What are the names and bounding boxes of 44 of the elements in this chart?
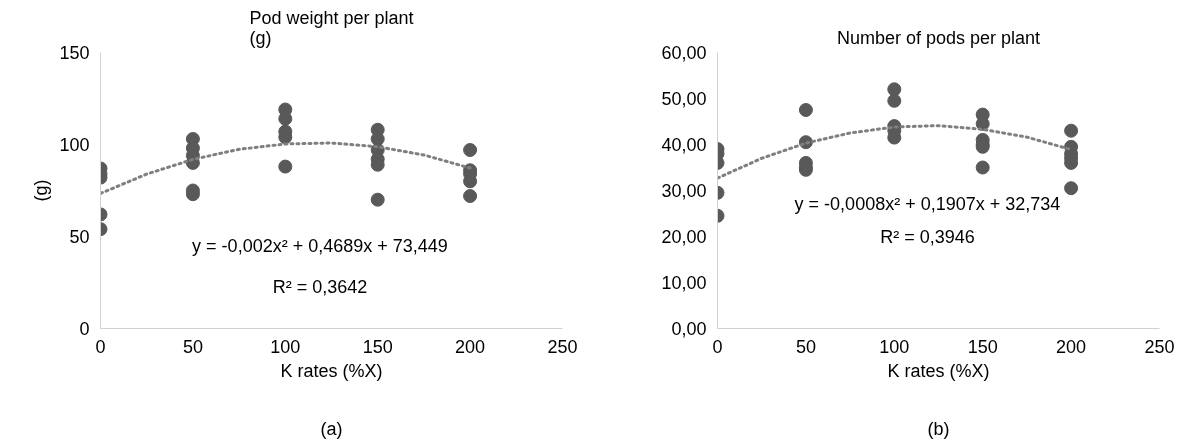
x-tick-label: 0 <box>712 336 723 357</box>
annotation: y = -0,0008x² + 0,1907x + 32,734 <box>794 194 1061 215</box>
x-tick-label: 100 <box>879 336 910 357</box>
chart-title: Number of pods per plant <box>836 27 1041 48</box>
point <box>887 82 902 97</box>
text: (a) <box>320 418 343 439</box>
x-tick-label: 100 <box>270 336 301 357</box>
y-tick-label: 50 <box>69 227 90 247</box>
y-tick-label: 60,00 <box>661 43 707 63</box>
annotation: R² = 0,3946 <box>880 227 975 248</box>
x-tick-label: 50 <box>182 336 203 357</box>
y-tick-label: 10,00 <box>661 273 707 293</box>
y-tick-label: 40,00 <box>661 135 707 155</box>
x-tick-label: 200 <box>1056 336 1087 357</box>
x-tick-label: 150 <box>967 336 998 357</box>
x-axis-title: K rates (%X) <box>887 360 990 381</box>
x-tick-label: 250 <box>1144 336 1175 357</box>
x-tick-label: 50 <box>795 336 816 357</box>
y-tick-label: 0,00 <box>671 319 707 339</box>
point <box>1064 123 1079 138</box>
y-axis-title: (g) <box>31 179 52 202</box>
x-axis-title: K rates (%X) <box>280 360 383 381</box>
x-tick-label: 150 <box>362 336 393 357</box>
text: (b) <box>927 418 950 439</box>
y-tick-label: 0 <box>79 319 90 339</box>
annotation: R² = 0,3642 <box>272 277 368 298</box>
point <box>798 103 813 117</box>
y-tick-label: 20,00 <box>661 227 707 247</box>
x-tick-label: 200 <box>455 336 486 357</box>
point <box>887 93 902 108</box>
point <box>1064 181 1079 196</box>
chart-title: Pod weight per plant (g) <box>249 7 414 48</box>
x-tick-label: 0 <box>95 336 106 357</box>
point <box>463 143 478 158</box>
y-tick-label: 100 <box>59 135 90 155</box>
point <box>370 192 385 207</box>
point <box>975 160 990 175</box>
x-tick-label: 250 <box>547 336 578 357</box>
point <box>463 189 478 204</box>
point <box>278 159 293 174</box>
y-tick-label: 150 <box>59 43 90 63</box>
y-tick-label: 30,00 <box>661 181 707 201</box>
annotation: y = -0,002x² + 0,4689x + 73,449 <box>192 235 448 256</box>
y-tick-label: 50,00 <box>661 89 707 109</box>
